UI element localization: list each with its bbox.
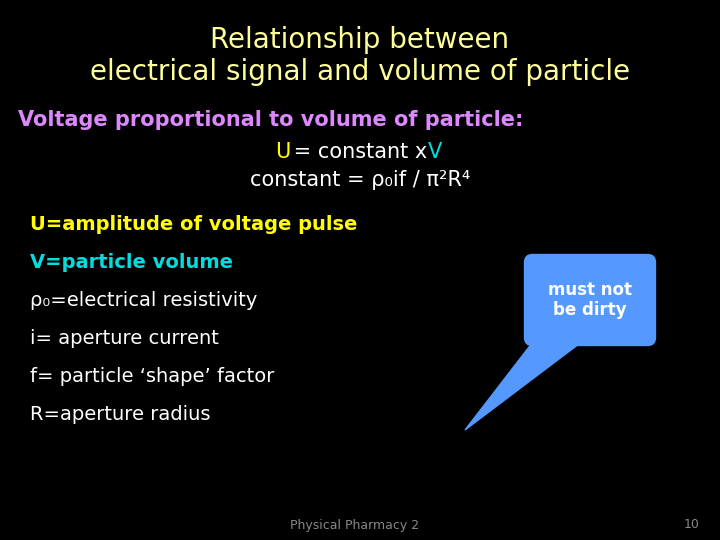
Text: U=amplitude of voltage pulse: U=amplitude of voltage pulse (30, 215, 357, 234)
Text: V=particle volume: V=particle volume (30, 253, 233, 273)
Text: = constant x: = constant x (287, 142, 434, 162)
Text: Relationship between: Relationship between (210, 26, 510, 54)
Text: U: U (275, 142, 290, 162)
Text: Voltage proportional to volume of particle:: Voltage proportional to volume of partic… (18, 110, 523, 130)
Text: f= particle ‘shape’ factor: f= particle ‘shape’ factor (30, 368, 274, 387)
Polygon shape (465, 329, 588, 430)
Text: U = constant x V: U = constant x V (271, 142, 449, 162)
Text: must not
be dirty: must not be dirty (548, 281, 632, 319)
Text: i= aperture current: i= aperture current (30, 329, 219, 348)
Text: R=aperture radius: R=aperture radius (30, 406, 210, 424)
Text: ρ₀=electrical resistivity: ρ₀=electrical resistivity (30, 292, 257, 310)
Text: constant = ρ₀if / π²R⁴: constant = ρ₀if / π²R⁴ (250, 170, 470, 190)
FancyBboxPatch shape (524, 254, 655, 346)
Text: Physical Pharmacy 2: Physical Pharmacy 2 (290, 518, 420, 531)
Text: 10: 10 (684, 518, 700, 531)
Text: V: V (428, 142, 442, 162)
Text: electrical signal and volume of particle: electrical signal and volume of particle (90, 58, 630, 86)
